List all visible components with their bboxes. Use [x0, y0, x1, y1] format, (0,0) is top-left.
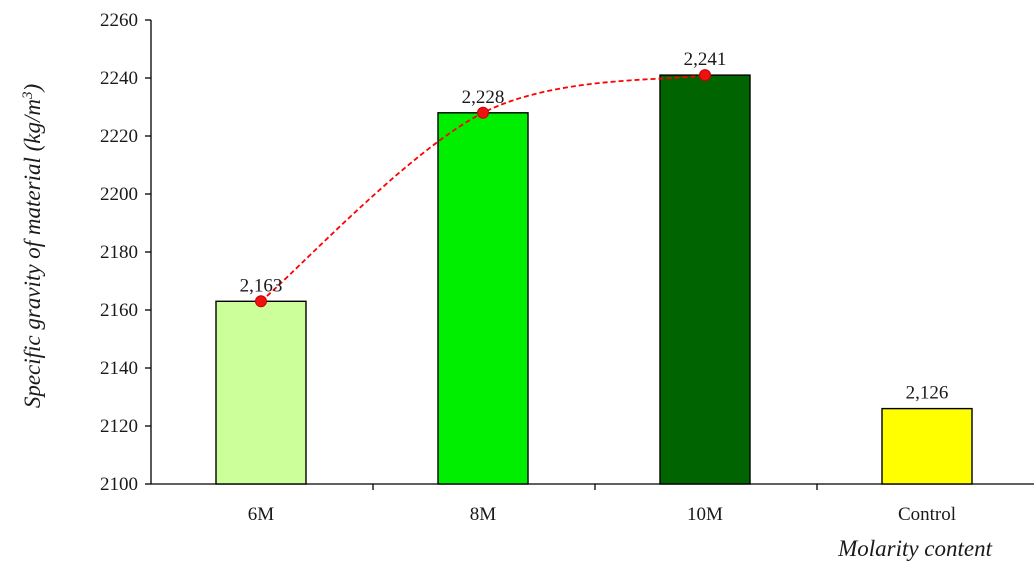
- y-tick-label: 2120: [100, 416, 138, 437]
- y-tick-label: 2240: [100, 68, 138, 89]
- bar-series: [215, 74, 973, 485]
- data-labels: 2,163 2,228 2,241 2,126: [240, 49, 949, 404]
- x-tick-label: 6M: [248, 504, 275, 525]
- trend-line-group: [255, 69, 711, 308]
- bar-control: [881, 407, 973, 485]
- data-label: 2,126: [906, 383, 949, 404]
- svg-text:Specific gravity of material (: Specific gravity of material (kg/m3): [20, 84, 45, 408]
- y-tick-label: 2140: [100, 358, 138, 379]
- y-tick-label: 2220: [100, 126, 138, 147]
- trend-marker: [699, 69, 711, 82]
- y-tick-label: 2160: [100, 300, 138, 321]
- x-tick-label: Control: [898, 504, 956, 525]
- y-tick-label: 2180: [100, 242, 138, 263]
- data-label: 2,163: [240, 275, 283, 296]
- y-axis-title-end: ): [20, 84, 45, 94]
- y-axis-title-superscript: 3: [20, 92, 36, 101]
- x-axis-title: Molarity content: [837, 536, 993, 561]
- data-label: 2,228: [462, 87, 505, 108]
- x-tick-label: 10M: [687, 504, 723, 525]
- y-tick-label: 2100: [100, 474, 138, 495]
- bar-8m: [437, 112, 529, 485]
- y-axis: 2100 2120 2140 2160 2180 2200 2220 2240 2260: [100, 10, 152, 495]
- bar-10m: [659, 74, 751, 485]
- y-tick-label: 2200: [100, 184, 138, 205]
- y-axis-title-main: Specific gravity of material (kg/m: [20, 99, 45, 408]
- y-axis-title: Specific gravity of material (kg/m3): [20, 84, 45, 408]
- bar-6m: [215, 300, 307, 485]
- trend-marker: [477, 106, 489, 119]
- x-axis: 6M 8M 10M Control: [151, 483, 1034, 525]
- y-tick-label: 2260: [100, 10, 138, 31]
- data-label: 2,241: [684, 49, 727, 70]
- trend-marker: [255, 295, 267, 308]
- x-tick-label: 8M: [470, 504, 497, 525]
